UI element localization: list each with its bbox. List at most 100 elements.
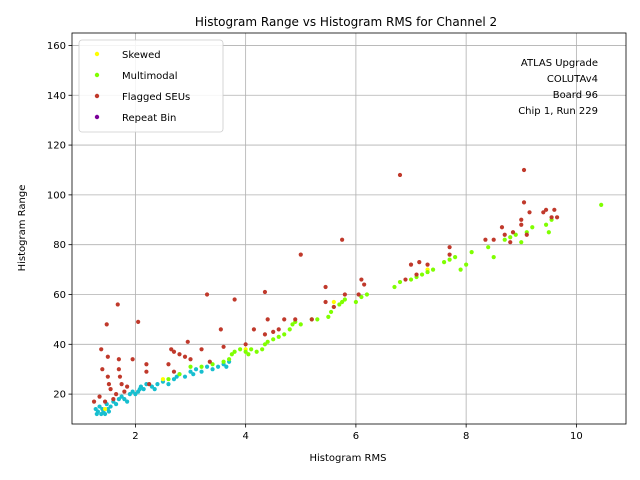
flagged-seus-point <box>199 347 204 352</box>
multimodal-point <box>177 372 182 377</box>
flagged-seus-point <box>491 237 496 242</box>
normal-point <box>102 411 108 417</box>
flagged-seus-point <box>125 384 130 389</box>
flagged-seus-point <box>105 374 110 379</box>
multimodal-point <box>199 364 204 369</box>
flagged-seus-point <box>541 210 546 215</box>
flagged-seus-point <box>204 292 210 297</box>
plot-frame <box>71 32 627 425</box>
flagged-seus-point <box>508 240 513 245</box>
x-tick-label: 4 <box>242 431 248 442</box>
normal-point <box>215 364 221 369</box>
flagged-seus-point <box>105 354 110 359</box>
flagged-seus-point <box>122 389 127 394</box>
flagged-seus-point <box>116 357 121 362</box>
x-axis-ticks: 2 4 6 8 10 <box>132 424 583 442</box>
legend-label-multimodal: Multimodal <box>122 71 178 82</box>
multimodal-point <box>188 364 193 369</box>
flagged-seus-point <box>414 272 419 277</box>
multimodal-point <box>342 297 347 302</box>
multimodal-point <box>229 352 234 357</box>
flagged-seus-point <box>232 297 237 302</box>
annotation-line: ATLAS Upgrade <box>521 58 598 69</box>
multimodal-point <box>546 230 551 235</box>
flagged-seus-point <box>100 367 105 372</box>
normal-point <box>130 389 135 394</box>
normal-point <box>199 369 204 374</box>
flagged-seus-point <box>171 349 177 354</box>
multimodal-point <box>543 222 549 227</box>
normal-point <box>191 372 196 377</box>
flagged-seus-point <box>356 292 361 297</box>
flagged-seus-point <box>293 317 298 322</box>
multimodal-point <box>425 269 430 275</box>
normal-point <box>174 374 179 379</box>
multimodal-point <box>246 352 251 357</box>
flagged-seus-point <box>425 262 430 267</box>
skewed-point <box>160 377 166 382</box>
legend-box <box>78 39 224 133</box>
legend-marker-multimodal <box>94 72 100 78</box>
flagged-seus-point <box>309 317 314 322</box>
legend-entries: Skewed Multimodal Flagged SEUs Repeat Bin <box>94 50 190 124</box>
flagged-seus-point <box>221 344 226 349</box>
multimodal-point <box>502 237 507 242</box>
flagged-seus-point <box>144 369 149 374</box>
flagged-seus-point <box>342 292 347 297</box>
data-points <box>91 167 604 417</box>
normal-point <box>193 367 199 372</box>
flagged-seus-point <box>171 369 177 374</box>
multimodal-point <box>419 272 425 277</box>
y-tick-label: 40 <box>53 340 66 351</box>
multimodal-point <box>262 342 268 347</box>
flagged-seus-point <box>108 387 113 392</box>
legend-marker-flagged-seus <box>94 93 100 99</box>
flagged-seus-point <box>99 347 104 352</box>
flagged-seus-point <box>549 215 554 220</box>
flagged-seus-point <box>182 354 188 359</box>
normal-point <box>171 377 177 382</box>
multimodal-point <box>290 322 295 327</box>
y-tick-label: 160 <box>47 41 66 52</box>
flagged-seus-point <box>116 367 121 372</box>
normal-point <box>224 364 229 369</box>
annotation-line: Chip 1, Run 229 <box>518 106 598 117</box>
multimodal-point <box>359 294 364 300</box>
multimodal-point <box>430 267 436 272</box>
skewed-point <box>331 299 336 305</box>
multimodal-point <box>315 317 320 322</box>
flagged-seus-point <box>408 262 414 267</box>
y-tick-label: 80 <box>53 240 66 251</box>
flagged-seus-point <box>106 382 112 387</box>
chart-title: Histogram Range vs Histogram RMS for Cha… <box>195 15 497 29</box>
flagged-seus-point <box>521 167 527 173</box>
normal-point <box>97 404 102 409</box>
flagged-seus-point <box>524 232 529 237</box>
multimodal-point <box>298 322 303 327</box>
x-tick-label: 10 <box>570 431 583 442</box>
multimodal-point <box>328 309 334 315</box>
multimodal-point <box>491 255 496 260</box>
legend-label-skewed: Skewed <box>122 50 161 61</box>
multimodal-point <box>530 225 535 230</box>
normal-point <box>106 409 112 414</box>
multimodal-point <box>441 260 447 265</box>
multimodal-point <box>464 262 469 267</box>
x-tick-label: 8 <box>463 431 469 442</box>
annotation-line: Board 96 <box>553 90 598 101</box>
flagged-seus-point <box>362 282 367 287</box>
multimodal-point <box>254 349 259 354</box>
flagged-seus-point <box>91 399 97 404</box>
flagged-seus-point <box>115 302 120 307</box>
flagged-seus-point <box>97 394 102 399</box>
multimodal-point <box>513 232 518 237</box>
multimodal-point <box>265 339 270 344</box>
legend-label-flagged-seus: Flagged SEUs <box>122 92 190 103</box>
flagged-seus-point <box>104 322 109 327</box>
flagged-seus-point <box>136 319 141 324</box>
normal-point <box>127 392 132 397</box>
multimodal-point <box>271 337 276 342</box>
multimodal-point <box>210 362 215 367</box>
flagged-seus-point <box>185 339 190 344</box>
